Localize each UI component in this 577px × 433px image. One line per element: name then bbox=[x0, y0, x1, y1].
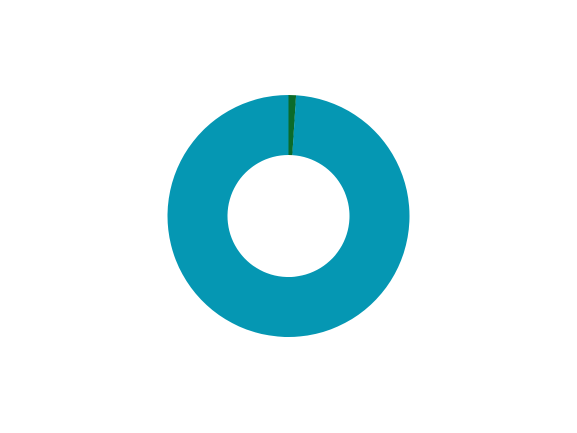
donut-slice-1 bbox=[167, 95, 409, 337]
donut-slices bbox=[167, 95, 409, 337]
